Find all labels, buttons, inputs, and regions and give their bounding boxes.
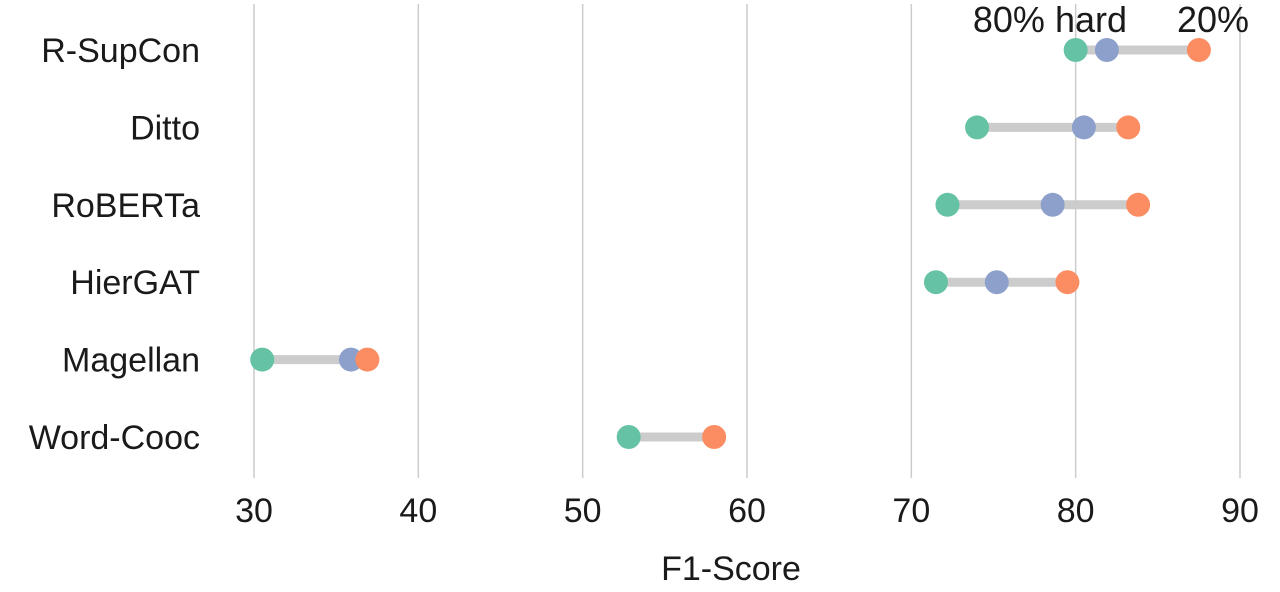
point-roberta-series-1 [1040, 192, 1065, 217]
point-roberta-series-2 [1126, 192, 1151, 217]
point-hiergat-series-2 [1055, 270, 1080, 295]
x-tick-60: 60 [728, 492, 766, 530]
range-bars [257, 45, 1204, 442]
category-label-r-supcon: R-SupCon [41, 32, 200, 70]
point-r-supcon-series-2 [1186, 38, 1211, 62]
x-tick-30: 30 [235, 492, 273, 530]
point-hiergat-series-1 [984, 270, 1009, 295]
x-axis-title: F1-Score [661, 550, 801, 588]
category-label-magellan: Magellan [62, 342, 200, 380]
point-ditto-series-1 [1071, 115, 1096, 140]
category-label-hiergat: HierGAT [70, 264, 200, 302]
point-magellan-series-0 [250, 347, 275, 372]
x-tick-80: 80 [1057, 492, 1095, 530]
category-labels: R-SupCon Ditto RoBERTa HierGAT Magellan Word-… [29, 32, 200, 457]
category-label-roberta: RoBERTa [51, 187, 200, 225]
x-tick-labels: 30 40 50 60 70 80 90 [235, 492, 1259, 530]
point-magellan-series-2 [355, 347, 380, 372]
grid-lines [253, 4, 1241, 478]
legend-label-20-percent: 20% [1177, 0, 1249, 40]
x-tick-50: 50 [564, 492, 602, 530]
point-ditto-series-0 [965, 115, 990, 140]
point-word-cooc-series-0 [616, 425, 641, 449]
point-r-supcon-series-0 [1063, 38, 1088, 62]
x-tick-40: 40 [399, 492, 437, 530]
data-points [250, 38, 1211, 449]
x-tick-90: 90 [1221, 492, 1259, 530]
legend-label-80-hard: 80% hard [973, 0, 1127, 40]
point-hiergat-series-0 [923, 270, 948, 295]
point-ditto-series-2 [1116, 115, 1141, 140]
point-word-cooc-series-2 [702, 425, 727, 449]
legend: 80% hard 20% [973, 0, 1249, 40]
category-label-ditto: Ditto [130, 109, 200, 147]
point-magellan-series-1 [338, 347, 363, 372]
category-label-word-cooc: Word-Cooc [29, 419, 200, 457]
point-r-supcon-series-1 [1094, 38, 1119, 62]
point-roberta-series-0 [935, 192, 960, 217]
x-tick-70: 70 [892, 492, 930, 530]
